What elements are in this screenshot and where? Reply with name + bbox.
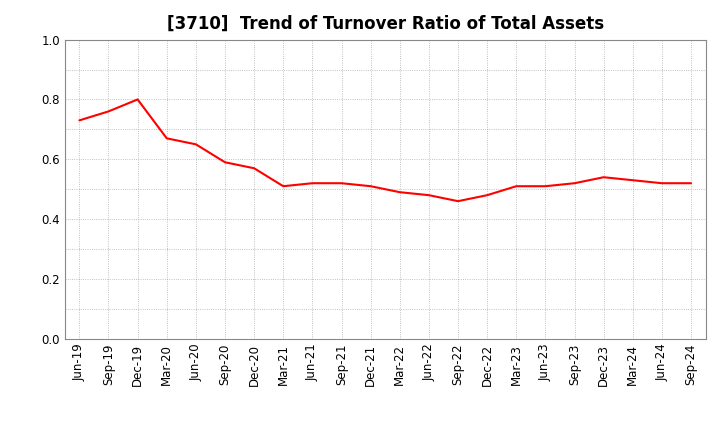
Title: [3710]  Trend of Turnover Ratio of Total Assets: [3710] Trend of Turnover Ratio of Total …: [166, 15, 604, 33]
